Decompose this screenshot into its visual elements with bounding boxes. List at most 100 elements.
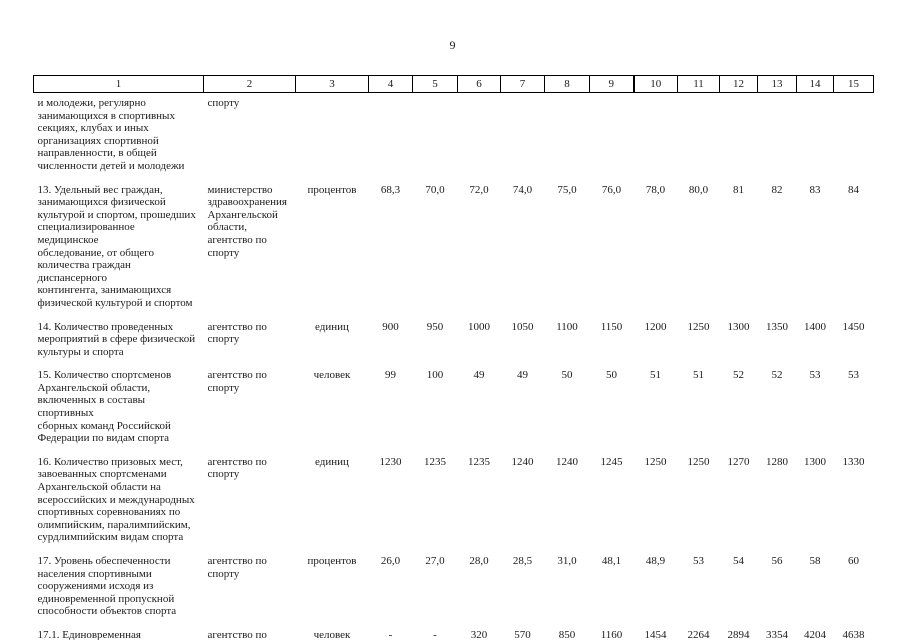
value-cell: 1245 — [600, 455, 623, 468]
value-cell: 72,0 — [469, 183, 489, 196]
column-header: 5 — [412, 75, 458, 93]
indicator-cell: и молодежи, регулярно занимающихся в спо… — [37, 97, 185, 172]
column-header: 3 — [295, 75, 369, 93]
column-header: 15 — [833, 75, 874, 93]
value-cell: 56 — [771, 555, 783, 567]
indicator-cell: 17. Уровень обеспеченности населения спо… — [37, 555, 177, 618]
executor-cell: министерство здравоохранения Архангельск… — [207, 183, 287, 259]
executor-cell: агентство по спорту — [207, 555, 267, 580]
value-cell: 76,0 — [601, 183, 622, 196]
value-cell: 54 — [733, 555, 744, 567]
column-header: 2 — [203, 75, 296, 93]
value-cell: 1280 — [766, 455, 788, 468]
value-cell: 320 — [470, 628, 488, 640]
value-cell: 53 — [848, 369, 859, 382]
value-cell: 1160 — [600, 628, 623, 640]
value-cell: 68,3 — [380, 183, 401, 196]
value-cell: 27,0 — [425, 555, 445, 567]
unit-cell: процентов — [307, 555, 357, 567]
unit-cell: человек — [313, 369, 351, 382]
value-cell: 1240 — [511, 455, 534, 468]
value-cell: 1150 — [600, 320, 623, 333]
value-cell: 51 — [693, 369, 704, 382]
executor-cell: агентство по спорту — [207, 320, 267, 346]
value-cell: 28,5 — [512, 555, 533, 567]
table-row: 17.1. Единовременная пропускная агентство… — [34, 629, 874, 640]
value-cell: 1235 — [468, 455, 490, 468]
column-header: 10 — [632, 75, 678, 93]
value-cell: 49 — [517, 369, 528, 382]
value-cell: 1300 — [727, 320, 750, 333]
unit-cell: единиц — [315, 320, 349, 333]
value-cell: 75,0 — [557, 183, 577, 196]
value-cell: - — [433, 628, 437, 640]
value-cell — [758, 93, 797, 184]
value-cell: 60 — [848, 555, 859, 567]
value-cell: 1250 — [644, 455, 667, 468]
value-cell: - — [388, 628, 393, 640]
value-cell: 2894 — [727, 628, 750, 640]
column-header: 13 — [757, 75, 797, 93]
value-cell: 74,0 — [512, 183, 533, 196]
value-cell: 1330 — [842, 455, 865, 468]
header-row: 1 2 3 4 5 6 7 8 9 10 11 12 13 14 15 — [33, 75, 874, 93]
value-cell: 48,1 — [601, 555, 622, 567]
table-row: 14. Количество проведенных мероприятий в… — [34, 321, 874, 370]
column-header: 14 — [796, 75, 834, 93]
value-cell: 53 — [809, 369, 821, 382]
table-row: и молодежи, регулярно занимающихся в спо… — [34, 93, 874, 184]
executor-cell: спорту — [207, 97, 240, 109]
value-cell: 83 — [809, 183, 821, 196]
value-cell: 52 — [771, 369, 783, 382]
column-header: 8 — [544, 75, 590, 93]
value-cell: 99 — [385, 369, 396, 382]
indicators-table: 1 2 3 4 5 6 7 8 9 10 11 12 13 14 15 и молодежи, регуля… — [33, 75, 874, 640]
indicator-cell: 14. Количество проведенных мероприятий в… — [37, 320, 196, 358]
value-cell: 1250 — [687, 320, 710, 333]
value-cell: 80,0 — [688, 183, 709, 196]
value-cell — [413, 93, 458, 184]
unit-cell — [296, 93, 369, 184]
indicator-cell: 16. Количество призовых мест, завоеванны… — [37, 455, 195, 544]
value-cell: 2264 — [687, 628, 710, 640]
value-cell: 78,0 — [645, 183, 666, 196]
value-cell: 26,0 — [380, 555, 401, 567]
value-cell — [678, 93, 720, 184]
value-cell — [458, 93, 501, 184]
column-header: 9 — [589, 75, 634, 93]
value-cell — [634, 93, 678, 184]
unit-cell: человек — [313, 628, 351, 640]
value-cell: 4638 — [842, 628, 865, 640]
indicator-cell: 17.1. Единовременная пропускная — [37, 628, 141, 640]
value-cell: 1200 — [644, 320, 667, 333]
table-row: 16. Количество призовых мест, завоеванны… — [34, 456, 874, 555]
value-cell: 900 — [382, 320, 399, 333]
value-cell: 1240 — [556, 455, 578, 468]
value-cell — [797, 93, 834, 184]
value-cell: 1400 — [804, 320, 826, 333]
column-header: 4 — [368, 75, 413, 93]
value-cell: 1050 — [511, 320, 534, 333]
table-body: и молодежи, регулярно занимающихся в спо… — [34, 93, 874, 640]
value-cell: 51 — [650, 369, 661, 382]
value-cell: 1454 — [644, 628, 667, 640]
value-cell: 70,0 — [425, 183, 445, 196]
table-row: 13. Удельный вес граждан, занимающихся ф… — [34, 184, 874, 321]
value-cell: 1450 — [842, 320, 865, 333]
column-header: 1 — [33, 75, 204, 93]
value-cell: 1235 — [424, 455, 446, 468]
value-cell: 48,9 — [645, 555, 666, 567]
value-cell: 84 — [848, 183, 859, 196]
value-cell: 570 — [514, 628, 531, 640]
unit-cell: единиц — [315, 455, 349, 468]
value-cell: 50 — [561, 369, 573, 382]
value-cell: 4204 — [804, 628, 826, 640]
value-cell: 850 — [558, 628, 576, 640]
column-header: 7 — [500, 75, 545, 93]
value-cell: 950 — [426, 320, 444, 333]
value-cell: 1300 — [804, 455, 826, 468]
value-cell: 100 — [426, 369, 444, 382]
page-number: 9 — [449, 38, 456, 52]
value-cell: 50 — [606, 369, 617, 382]
